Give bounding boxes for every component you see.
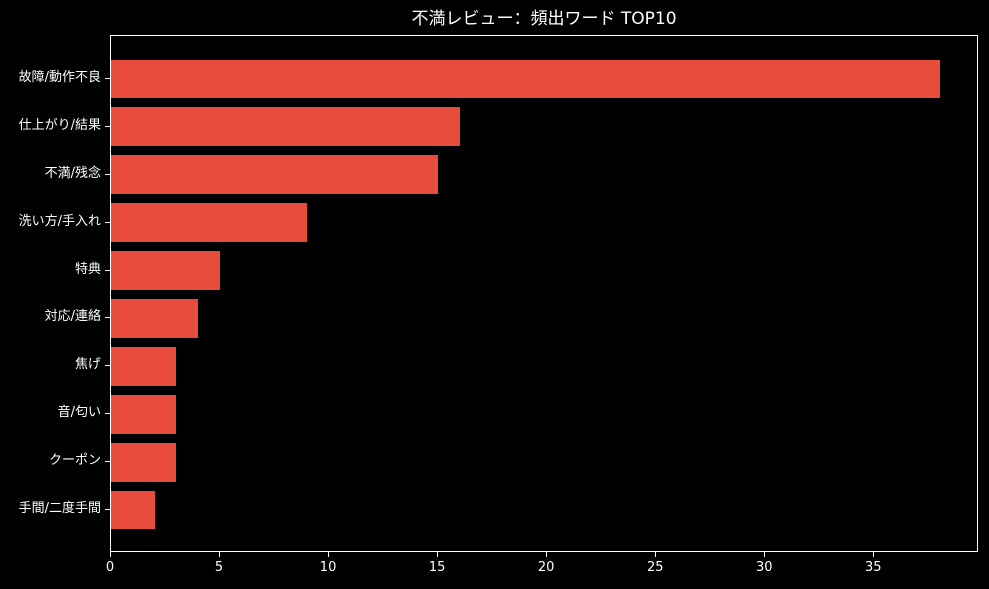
x-tick-mark (219, 552, 221, 557)
x-tick-mark (328, 552, 330, 557)
y-tick-mark (105, 125, 110, 127)
chart-title: 不満レビュー：頻出ワード TOP10 (411, 9, 677, 29)
y-tick-mark (105, 461, 110, 463)
y-tick-label: 不満/残念 (44, 165, 101, 181)
x-tick-label: 30 (755, 560, 773, 575)
y-tick-mark (105, 317, 110, 319)
x-tick-label: 5 (214, 560, 224, 575)
x-tick-mark (873, 552, 875, 557)
bar (111, 107, 460, 146)
y-tick-label: 仕上がり/結果 (18, 117, 101, 133)
plot-area (110, 35, 978, 552)
y-tick-label: クーポン (48, 453, 101, 469)
x-tick-mark (437, 552, 439, 557)
x-tick-label: 25 (646, 560, 664, 575)
bar (111, 443, 177, 482)
y-tick-label: 特典 (74, 261, 101, 277)
bar (111, 299, 199, 338)
bar (111, 203, 308, 242)
y-tick-label: 洗い方/手入れ (18, 213, 101, 229)
bar (111, 491, 155, 530)
x-tick-mark (655, 552, 657, 557)
x-tick-mark (764, 552, 766, 557)
bar (111, 347, 177, 386)
y-tick-mark (105, 269, 110, 271)
x-tick-label: 35 (865, 560, 882, 575)
bar (111, 155, 439, 194)
x-tick-label: 0 (105, 560, 115, 575)
y-tick-label: 焦げ (74, 357, 101, 373)
x-tick-mark (546, 552, 548, 557)
y-tick-label: 対応/連絡 (44, 309, 101, 325)
x-tick-label: 20 (537, 560, 555, 575)
x-tick-label: 10 (319, 560, 337, 575)
y-tick-mark (105, 509, 110, 511)
bar (111, 59, 940, 98)
y-tick-label: 手間/二度手間 (18, 501, 101, 517)
y-tick-mark (105, 413, 110, 415)
x-tick-label: 15 (428, 560, 446, 575)
bar (111, 251, 221, 290)
y-tick-mark (105, 77, 110, 79)
y-tick-mark (105, 173, 110, 175)
y-tick-label: 音/匂い (57, 405, 101, 421)
bar (111, 395, 177, 434)
x-tick-mark (110, 552, 111, 557)
y-tick-label: 故障/動作不良 (18, 69, 101, 85)
y-tick-mark (105, 365, 110, 367)
y-tick-mark (105, 221, 110, 223)
